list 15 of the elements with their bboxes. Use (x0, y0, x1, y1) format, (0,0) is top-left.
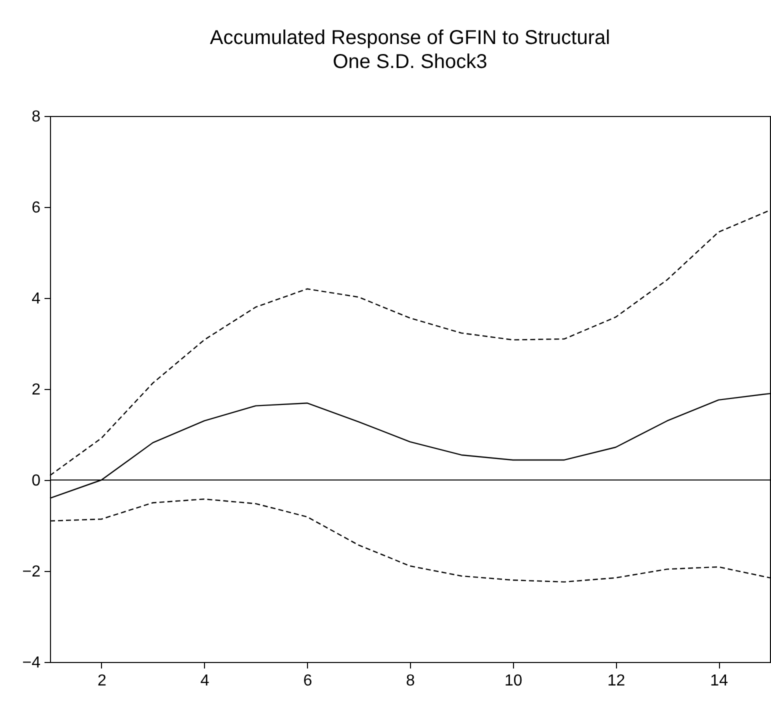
chart-title: Accumulated Response of GFIN to Structural One S.D. Shock3 (210, 27, 610, 73)
x-tick-label: 8 (406, 672, 416, 690)
x-tick-label: 14 (710, 672, 728, 690)
y-tick-label: 6 (32, 200, 41, 216)
x-tick-label: 2 (97, 672, 106, 690)
y-tick-label: 4 (32, 290, 41, 308)
x-tick-label: 10 (504, 672, 522, 690)
x-tick-label: 6 (303, 672, 312, 690)
y-tick-label: −2 (22, 564, 41, 580)
x-tick-label: 12 (607, 672, 626, 690)
x-tick-label: 4 (200, 672, 210, 690)
y-tick-label: 8 (32, 108, 41, 126)
y-tick-label: −4 (22, 654, 41, 672)
y-tick-label: 0 (32, 472, 41, 490)
y-tick-label: 2 (32, 382, 41, 398)
